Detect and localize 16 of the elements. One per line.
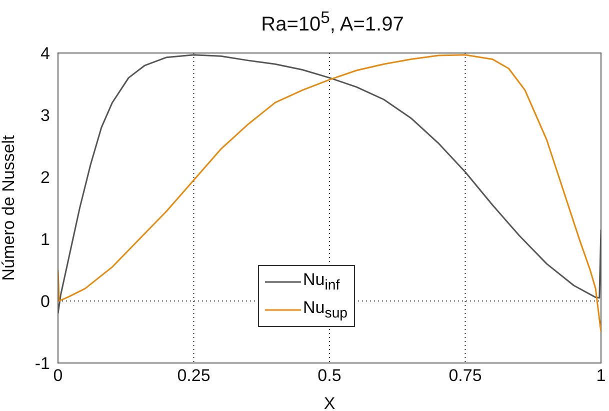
x-axis-title: X [324, 394, 336, 411]
x-tick-label: 0.75 [448, 366, 482, 386]
y-tick-label: 2 [40, 168, 50, 188]
legend-label: Nu$_{inf}$ [303, 270, 340, 294]
x-tick-label: 0.25 [177, 366, 210, 386]
y-tick-label: 3 [40, 106, 50, 126]
x-tick-label: 1 [596, 366, 606, 386]
y-tick-label: -1 [34, 354, 50, 374]
x-tick-label: 0 [53, 366, 63, 386]
y-axis-title: Número de Nusselt [0, 134, 18, 281]
y-tick-label: 0 [40, 292, 50, 312]
x-tick-label: 0.5 [318, 366, 342, 386]
legend-label: Nu$_{sup}$ [303, 298, 348, 322]
chart-title: Ra=10$^{5}$, A=1.97 [260, 8, 405, 37]
y-tick-label: 1 [40, 230, 50, 250]
y-tick-label: 4 [40, 44, 50, 64]
